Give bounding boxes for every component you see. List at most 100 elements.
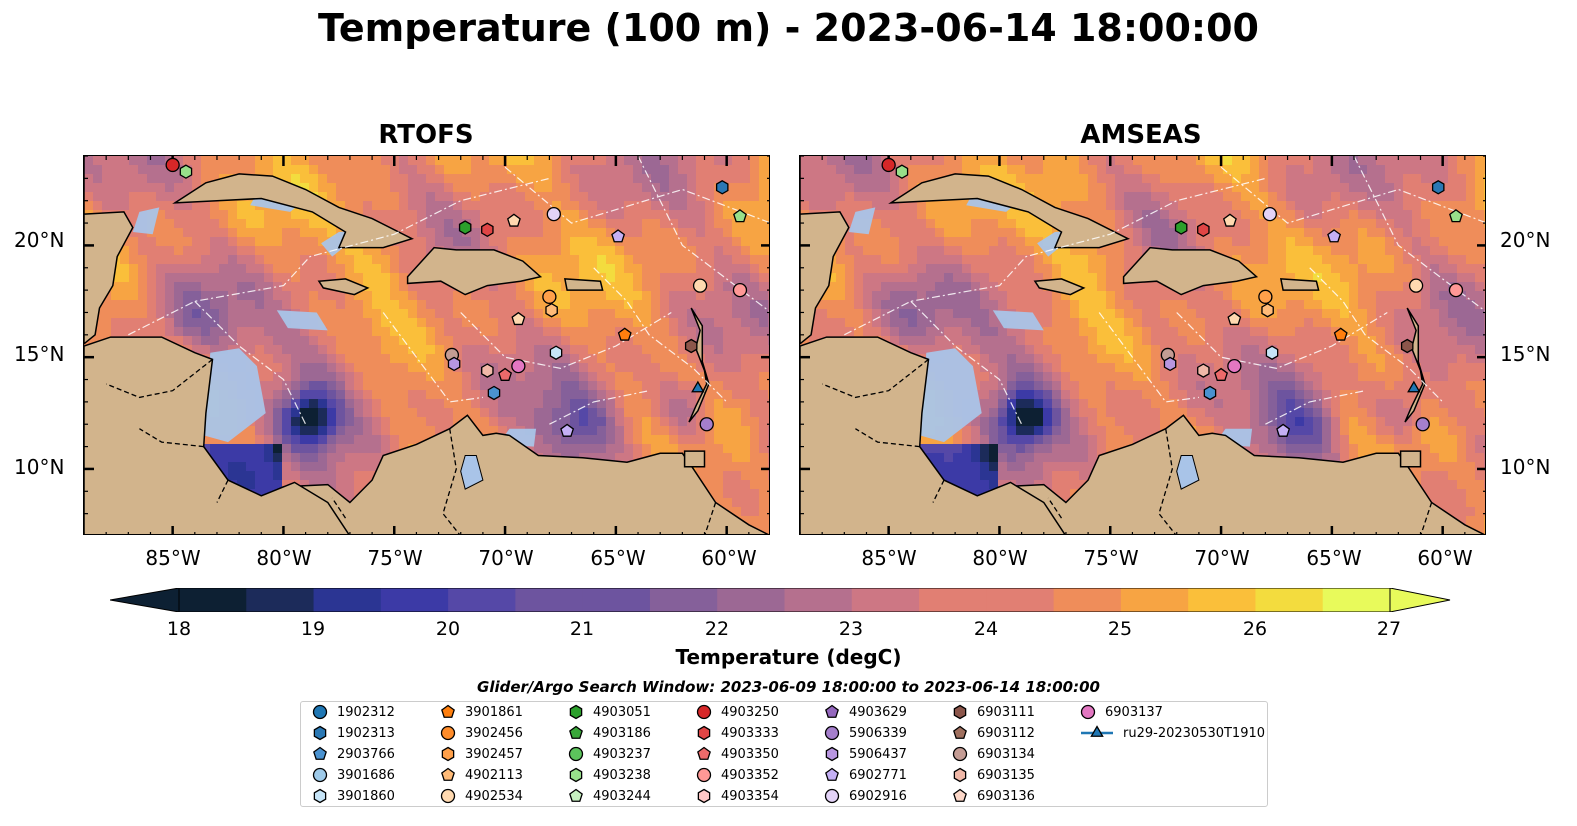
pentagon-icon: [953, 725, 967, 739]
country-border: [105, 358, 213, 399]
colorbar-segment: [179, 588, 247, 612]
observation-marker: [1227, 311, 1242, 326]
country-border: [216, 479, 229, 503]
observation-marker: [1197, 222, 1210, 238]
lon-tick-label: 65°W: [1306, 546, 1362, 570]
circle-icon: [696, 704, 712, 720]
legend-label: 4903238: [593, 767, 651, 783]
legend-item: 4903350: [695, 744, 779, 764]
colorbar-tick-label: 20: [435, 618, 461, 640]
legend-label: 6903136: [977, 788, 1035, 804]
legend-item: 4902113: [439, 765, 523, 785]
country-border: [331, 497, 347, 519]
eez-boundary: [1176, 311, 1388, 370]
legend-label: 4903629: [849, 704, 907, 720]
legend-item: 6903135: [951, 765, 1035, 785]
legend-item: 3902457: [439, 744, 523, 764]
legend-label: 5906437: [849, 746, 907, 762]
legend-label: ru29-20230530T1910: [1123, 725, 1266, 741]
colorbar-segment: [313, 588, 382, 612]
observation-marker: [1203, 385, 1217, 401]
shelf-area: [848, 207, 876, 235]
map-panel-rtofs[interactable]: [83, 155, 770, 535]
colorbar-segment: [649, 588, 718, 612]
map-panel-amseas[interactable]: [799, 155, 1486, 535]
eez-boundary: [1309, 267, 1444, 403]
eez-boundary: [382, 312, 483, 403]
observation-marker: [1214, 367, 1229, 381]
legend-label: 4903333: [721, 725, 779, 741]
pentagon-icon: [825, 767, 839, 781]
colorbar-segment: [1322, 588, 1391, 612]
circle-icon: [440, 725, 456, 741]
eez-boundary: [1265, 390, 1366, 425]
legend-item: 2903766: [311, 744, 395, 764]
circle-icon: [1080, 704, 1096, 720]
figure-title: Temperature (100 m) - 2023-06-14 18:00:0…: [317, 6, 1259, 50]
colorbar-tick-label: 18: [166, 618, 192, 640]
shelf-area: [203, 348, 266, 443]
legend-item: 6903112: [951, 723, 1035, 743]
legend-item: 4903237: [567, 744, 651, 764]
lon-tick-label: 60°W: [1417, 546, 1473, 570]
country-border: [442, 428, 460, 534]
country-border: [855, 428, 920, 448]
legend-label: 6903135: [977, 767, 1035, 783]
observation-marker: [545, 302, 558, 318]
legend-item: 1902313: [311, 723, 395, 743]
observation-marker: [692, 278, 708, 293]
country-border: [1047, 497, 1063, 519]
legend-item: 6902916: [823, 786, 907, 806]
land: [800, 156, 1485, 534]
observation-markers: [881, 157, 1464, 437]
legend-item: 4903352: [695, 765, 779, 785]
observation-marker: [1408, 278, 1424, 293]
legend-item: 6903137: [1079, 702, 1163, 722]
legend-item: 4903238: [567, 765, 651, 785]
lon-tick-label: 70°W: [1194, 546, 1250, 570]
legend-item: ru29-20230530T1910: [1079, 723, 1265, 743]
legend-label: 4903244: [593, 788, 651, 804]
colorbar-tick-label: 27: [1376, 618, 1402, 640]
legend-item: 4903244: [567, 786, 651, 806]
legend-label: 4902534: [465, 788, 523, 804]
eez-boundary: [593, 267, 728, 403]
legend-label: 3901861: [465, 704, 523, 720]
panel-title-amseas: AMSEAS: [1080, 120, 1202, 150]
shelf-area: [276, 310, 328, 331]
country-border: [932, 479, 945, 503]
lon-tick-label: 80°W: [972, 546, 1028, 570]
axis-ticks: [800, 156, 1485, 534]
legend-item: 6902771: [823, 765, 907, 785]
legend-label: 3901686: [337, 767, 395, 783]
eez-boundary: [1353, 156, 1485, 312]
hexagon-icon: [825, 746, 839, 762]
circle-icon: [568, 746, 584, 762]
hexagon-icon: [953, 704, 967, 720]
observation-marker: [506, 213, 521, 227]
observation-marker: [1261, 302, 1274, 318]
colorbar-segment: [851, 588, 920, 612]
colorbar-segment: [717, 588, 786, 612]
observation-marker: [732, 282, 748, 298]
colorbar-tick-label: 25: [1107, 618, 1133, 640]
eez-boundary: [844, 177, 1266, 336]
shelf-area: [919, 348, 982, 443]
lat-tick-label: 20°N: [14, 228, 65, 252]
colorbar-segment: [246, 588, 315, 612]
legend-label: 6903112: [977, 725, 1035, 741]
temperature-map-rtofs: [84, 156, 769, 534]
legend-label: 6902771: [849, 767, 907, 783]
observation-marker: [447, 356, 461, 372]
lat-tick-label: 15°N: [1500, 342, 1551, 366]
legend-item: 3901686: [311, 765, 395, 785]
observation-marker: [549, 345, 563, 360]
eez-boundary: [1098, 312, 1199, 403]
observation-marker: [617, 327, 632, 341]
legend-label: 3901860: [337, 788, 395, 804]
observation-marker: [1407, 380, 1421, 393]
observation-marker: [165, 157, 180, 173]
legend-label: 4903354: [721, 788, 779, 804]
hexagon-icon: [569, 704, 583, 720]
legend-item: 4903629: [823, 702, 907, 722]
